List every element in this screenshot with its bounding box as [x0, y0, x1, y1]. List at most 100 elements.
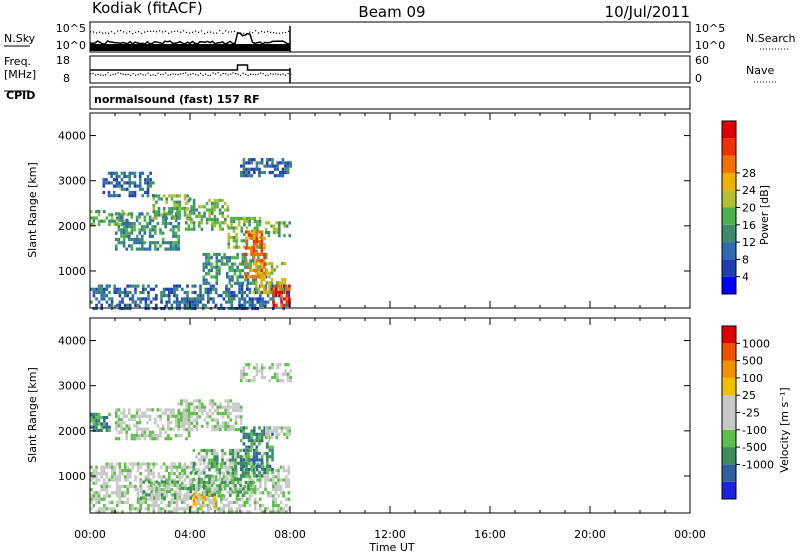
data-cell [113, 468, 116, 472]
data-cell [115, 194, 119, 198]
data-cell [211, 402, 214, 406]
data-cell [97, 497, 101, 501]
data-cell [187, 411, 191, 415]
data-cell [115, 237, 118, 242]
data-cell [232, 229, 236, 233]
colorbar-tick-label: 8 [742, 253, 749, 266]
data-cell [226, 214, 230, 218]
data-cell [125, 181, 129, 185]
data-cell [253, 500, 257, 504]
data-cell [212, 252, 216, 257]
nave-dot [97, 73, 99, 75]
nsearch-dot [237, 31, 239, 34]
data-cell [252, 262, 256, 266]
data-cell [236, 448, 240, 453]
data-cell [148, 228, 152, 232]
data-cell [92, 290, 96, 295]
data-cell [228, 275, 232, 279]
data-cell [260, 363, 264, 367]
data-cell [128, 190, 132, 195]
data-cell [200, 495, 203, 500]
data-cell [95, 481, 98, 485]
data-cell [162, 213, 166, 217]
data-cell [120, 187, 124, 191]
data-cell [120, 427, 123, 431]
data-cell [230, 290, 233, 295]
data-cell [286, 375, 290, 380]
nsearch-label: N.Search [746, 32, 796, 45]
data-cell [263, 451, 266, 456]
data-cell [271, 448, 274, 452]
data-cell [192, 495, 196, 500]
data-cell [118, 484, 122, 488]
data-cell [263, 429, 266, 433]
data-cell [204, 303, 207, 307]
data-cell [219, 402, 222, 406]
data-cell [221, 211, 224, 215]
data-cell [184, 486, 187, 491]
data-cell [90, 216, 93, 220]
data-cell [268, 284, 271, 288]
data-cell [171, 483, 174, 487]
data-cell [201, 500, 205, 504]
data-cell [165, 200, 169, 204]
data-cell [272, 510, 275, 514]
nsearch-dot [264, 31, 266, 33]
data-cell [245, 426, 248, 430]
data-cell [183, 194, 187, 198]
data-cell [177, 244, 180, 248]
data-cell [128, 184, 132, 188]
data-cell [108, 484, 111, 488]
data-cell [157, 481, 161, 485]
data-cell [157, 504, 161, 508]
data-cell [180, 412, 183, 416]
data-cell [222, 297, 226, 301]
data-cell [221, 412, 225, 416]
nave-dot [102, 74, 104, 76]
data-cell [214, 478, 218, 482]
data-cell [283, 234, 286, 238]
data-cell [282, 510, 285, 514]
data-cell [190, 428, 194, 432]
data-cell [282, 284, 286, 288]
data-cell [196, 297, 200, 301]
data-cell [271, 363, 274, 367]
data-cell [175, 497, 179, 501]
data-cell [147, 497, 150, 501]
data-cell [130, 228, 134, 232]
data-cell [123, 475, 127, 479]
data-cell [170, 210, 174, 214]
data-cell [257, 256, 260, 260]
data-cell [238, 297, 241, 301]
data-cell [231, 452, 235, 456]
data-cell [116, 488, 119, 492]
data-cell [105, 287, 109, 291]
data-cell [267, 432, 271, 436]
data-cell [95, 287, 98, 291]
data-cell [245, 467, 248, 472]
data-cell [108, 290, 111, 295]
data-cell [225, 468, 228, 472]
data-cell [200, 412, 204, 416]
data-cell [169, 414, 173, 418]
nave-tick-top: 60 [695, 54, 709, 67]
data-cell [181, 484, 184, 488]
data-cell [229, 487, 232, 491]
data-cell [118, 491, 122, 495]
data-cell [136, 184, 139, 188]
data-cell [229, 490, 232, 494]
nsearch-dot [129, 31, 131, 33]
data-cell [203, 214, 206, 218]
data-cell [285, 510, 288, 514]
data-cell [200, 480, 203, 485]
data-cell [100, 284, 103, 288]
data-cell [144, 297, 148, 301]
data-cell [247, 432, 251, 436]
data-cell [271, 458, 274, 462]
data-cell [249, 265, 252, 269]
data-cell [277, 488, 280, 492]
data-cell [158, 486, 161, 491]
data-cell [200, 408, 204, 412]
data-cell [225, 287, 228, 291]
data-cell [257, 290, 261, 294]
